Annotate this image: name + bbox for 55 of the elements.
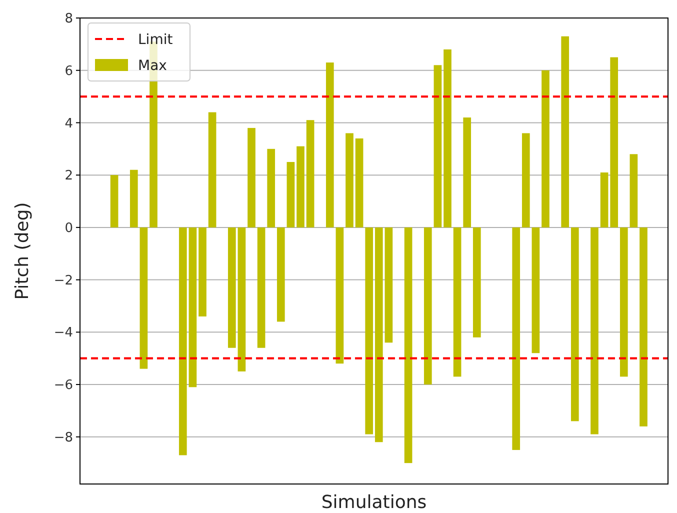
bar <box>286 162 295 228</box>
bar <box>130 170 138 228</box>
bar <box>630 154 638 228</box>
bar <box>140 227 148 369</box>
y-tick-label: −4 <box>54 326 73 341</box>
bar <box>444 49 452 228</box>
bar <box>512 227 520 450</box>
bar <box>326 62 334 228</box>
bar <box>276 227 285 322</box>
bar <box>610 57 618 228</box>
y-axis-title: Pitch (deg) <box>12 202 33 300</box>
bar <box>472 227 481 338</box>
bar <box>463 117 472 228</box>
bar <box>374 227 383 442</box>
bar <box>532 227 540 354</box>
bar <box>384 227 393 343</box>
bar <box>257 227 266 348</box>
bar <box>198 227 206 316</box>
bar <box>355 138 364 228</box>
bar <box>424 227 432 385</box>
bar <box>267 148 276 228</box>
bar <box>336 227 344 364</box>
y-tick-label: 6 <box>64 64 73 79</box>
bar <box>296 146 304 228</box>
legend-label: Max <box>138 58 167 74</box>
y-tick-label: −2 <box>54 273 73 288</box>
bar <box>188 227 197 388</box>
bar <box>404 227 412 464</box>
bar <box>110 175 118 228</box>
bar <box>248 128 256 228</box>
y-tick-label: 4 <box>64 116 73 132</box>
bar <box>346 133 354 228</box>
legend-label: Limit <box>138 32 174 48</box>
bar <box>570 227 579 422</box>
bar <box>561 36 570 228</box>
bar <box>590 227 598 434</box>
y-tick-label: −6 <box>54 378 73 394</box>
y-tick-label: 2 <box>64 168 73 184</box>
y-tick-label: −8 <box>54 430 73 446</box>
bar <box>178 227 187 456</box>
bar <box>640 227 648 426</box>
bar <box>434 65 442 228</box>
bar <box>522 133 530 228</box>
bar <box>208 112 216 228</box>
bar <box>600 172 608 228</box>
bar <box>453 227 462 377</box>
y-tick-label: 8 <box>64 12 73 27</box>
y-tick-label: 0 <box>64 220 73 236</box>
bar <box>542 70 550 228</box>
bar <box>306 120 314 228</box>
x-axis-title: Simulations <box>321 492 427 513</box>
bar <box>620 227 628 377</box>
bar <box>228 227 236 348</box>
bar <box>238 227 246 372</box>
bar <box>365 227 374 434</box>
